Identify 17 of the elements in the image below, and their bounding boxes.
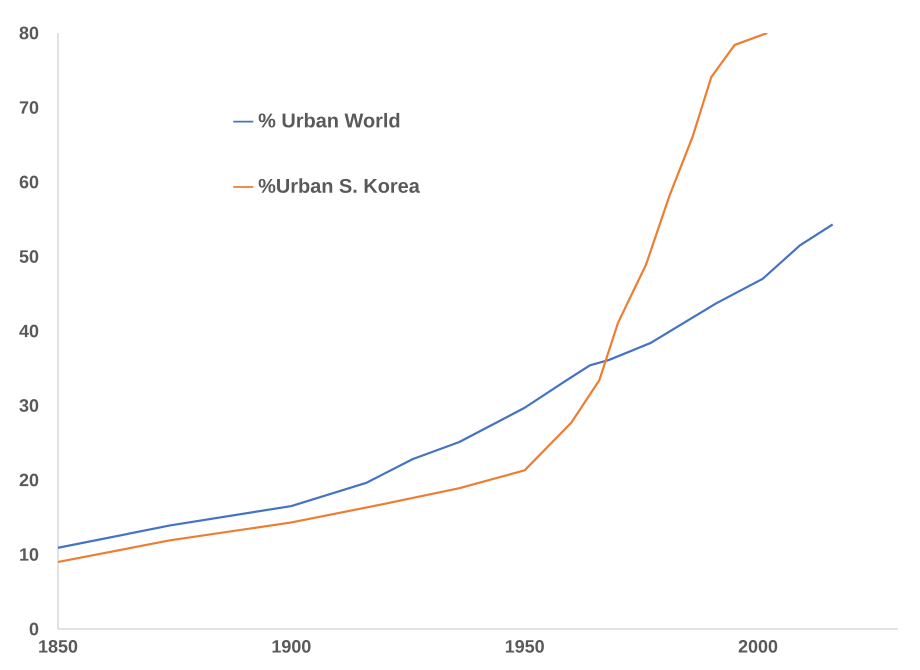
legend-label: %Urban S. Korea — [258, 178, 420, 193]
legend-label: % Urban World — [258, 112, 400, 128]
x-tick-label: 1850 — [39, 640, 78, 653]
x-tick-label: 2000 — [738, 640, 778, 653]
y-tick-label: 0 — [30, 622, 38, 636]
y-tick-label: 10 — [20, 548, 38, 561]
y-tick-label: 40 — [19, 324, 38, 338]
x-tick-label: 1900 — [272, 640, 311, 653]
y-tick-label: 20 — [20, 474, 38, 486]
line-series — [58, 33, 768, 564]
y-tick-label: 60 — [20, 176, 38, 188]
y-tick-label: 50 — [20, 250, 38, 263]
line-series — [58, 223, 834, 549]
y-tick-label: 80 — [20, 26, 38, 40]
y-tick-label: 70 — [20, 101, 38, 114]
y-tick-label: 30 — [19, 399, 38, 412]
x-tick-label: 1950 — [506, 640, 544, 653]
